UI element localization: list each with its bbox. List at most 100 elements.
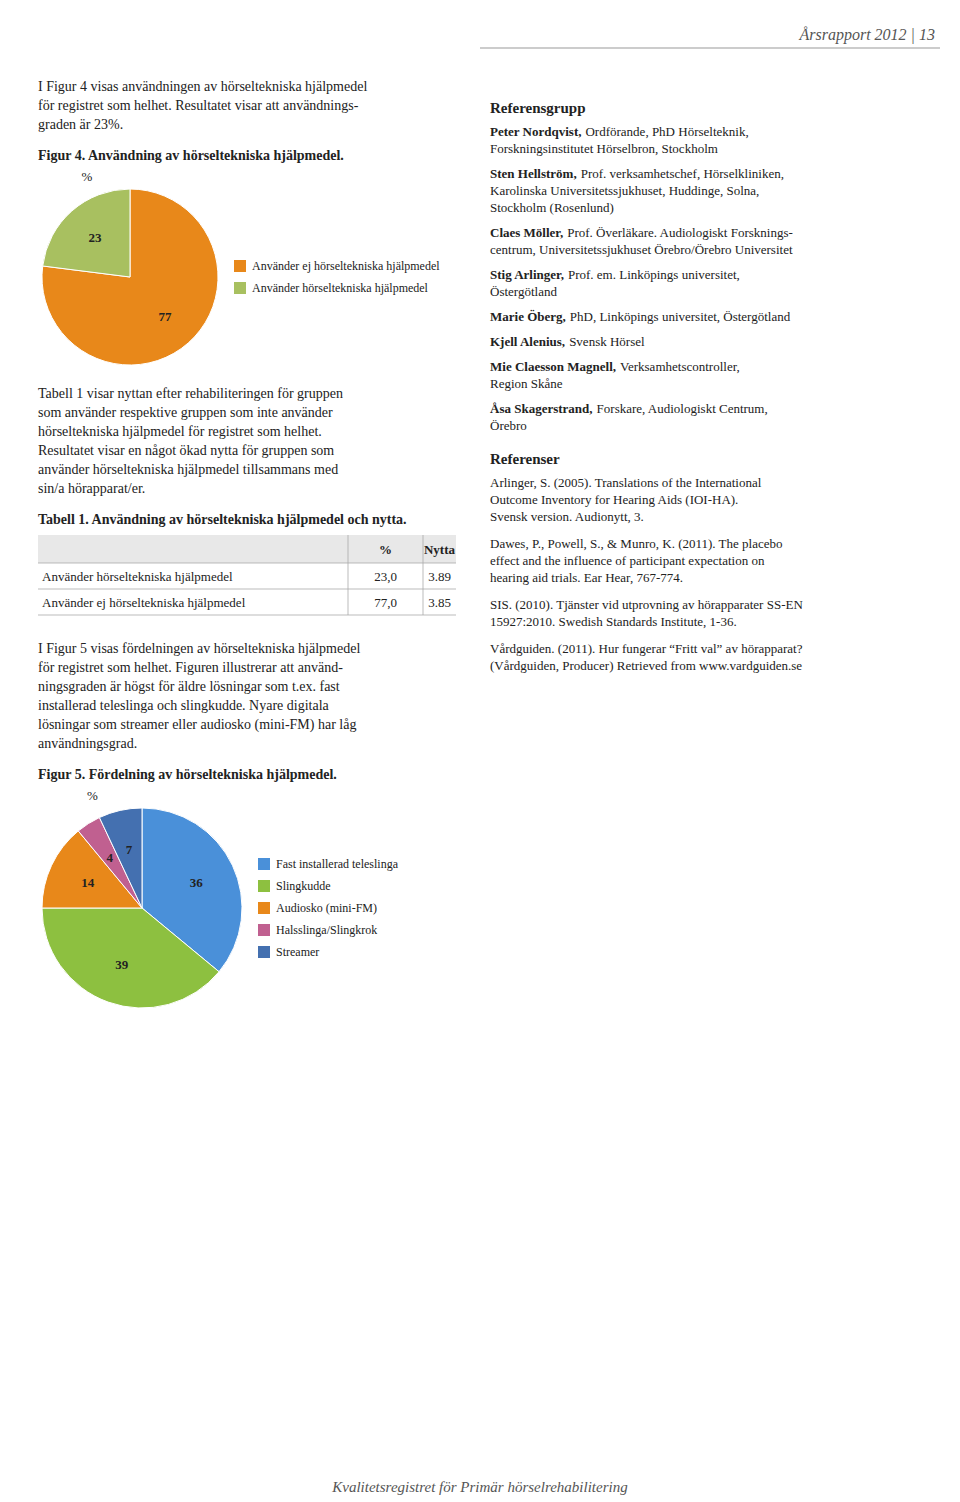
- data-label: 14: [81, 875, 95, 890]
- pie-slice: [43, 189, 130, 277]
- person-role: Prof. verksamhetschef, Hörselkliniken,: [581, 166, 784, 181]
- reference-line: 15927:2010. Swedish Standards Institute,…: [490, 614, 737, 629]
- legend: Fast installerad teleslinga Slingkudde Aud…: [258, 857, 399, 959]
- paragraph-line: för registret som helhet. Figuren illust…: [38, 660, 343, 675]
- paragraph-line: Tabell 1 visar nyttan efter rehabiliteri…: [38, 386, 343, 401]
- legend-label: Fast installerad teleslinga: [276, 857, 399, 871]
- data-label: 39: [115, 957, 129, 972]
- data-label: 7: [126, 842, 133, 857]
- data-label: 23: [89, 230, 103, 245]
- pie-slices: [42, 189, 218, 365]
- legend-label: Streamer: [276, 945, 319, 959]
- chart-title: Figur 4. Användning av hörseltekniska hj…: [38, 148, 344, 163]
- data-label: 4: [107, 850, 114, 865]
- table-title-line: Tabell 1. Användning av hörseltekniska h…: [38, 512, 407, 527]
- table-rule: [38, 589, 456, 590]
- paragraph-line: använder hörseltekniska hjälpmedel tills…: [38, 462, 338, 477]
- header: Årsrapport 2012 | 13: [798, 26, 935, 44]
- reference-line: hearing aid trials. Ear Hear, 767-774.: [490, 570, 683, 585]
- chart-title-line: Figur 4. Användning av hörseltekniska hj…: [38, 148, 344, 163]
- table-cell: 3.89: [428, 569, 451, 584]
- person-name: Kjell Alenius,: [490, 334, 565, 349]
- person-role: Verksamhetscontroller,: [620, 359, 740, 374]
- reference-line: Svensk version. Audionytt, 3.: [490, 509, 644, 524]
- legend-label: Använder ej hörseltekniska hjälpmedel: [252, 259, 440, 273]
- person-name: Åsa Skagerstrand,: [490, 401, 593, 416]
- pie-slice: [42, 189, 218, 365]
- header-rule: [480, 48, 940, 49]
- legend-swatch: [234, 260, 246, 272]
- section-title: Referensgrupp: [490, 100, 586, 116]
- reference-line: Dawes, P., Powell, S., & Munro, K. (2011…: [490, 536, 782, 551]
- table-cell: 3.85: [428, 595, 451, 610]
- paragraph-line: I Figur 4 visas användningen av hörselte…: [38, 79, 367, 94]
- reference-line: Vårdguiden. (2011). Hur fungerar “Fritt …: [490, 641, 803, 656]
- person-role: Forskningsinstitutet Hörselbron, Stockho…: [490, 141, 718, 156]
- chart-subtitle: %: [82, 169, 93, 184]
- legend-label: Använder hörseltekniska hjälpmedel: [252, 281, 429, 295]
- table-cell: 23,0: [374, 569, 397, 584]
- pie-chart: Figur 4. Användning av hörseltekniska hj…: [38, 148, 440, 365]
- table-title: Tabell 1. Användning av hörseltekniska h…: [38, 512, 407, 527]
- paragraph-line: I Figur 5 visas fördelningen av hörselte…: [38, 641, 360, 656]
- data-label: 77: [158, 309, 172, 324]
- legend-swatch: [258, 858, 270, 870]
- chart-title: Figur 5. Fördelning av hörseltekniska hj…: [38, 767, 337, 782]
- paragraph-line: sin/a hörapparat/er.: [38, 481, 145, 496]
- person-role: centrum, Universitetssjukhuset Örebro/Ör…: [490, 242, 793, 257]
- legend-swatch: [258, 924, 270, 936]
- person-role: Prof. Överläkare. Audiologiskt Forskning…: [567, 225, 793, 240]
- pie-slices: [42, 808, 242, 1008]
- pie-slice: [99, 808, 142, 908]
- person-role: Svensk Hörsel: [569, 334, 645, 349]
- person-name: Stig Arlinger,: [490, 267, 564, 282]
- person-role: Östergötland: [490, 284, 557, 299]
- paragraph-line: för registret som helhet. Resultatet vis…: [38, 98, 359, 113]
- reference-line: Arlinger, S. (2005). Translations of the…: [490, 475, 762, 490]
- table-column-rule: [423, 535, 424, 615]
- reference-line: SIS. (2010). Tjänster vid utprovning av …: [490, 597, 803, 612]
- table-cell: 77,0: [374, 595, 397, 610]
- person-role: Örebro: [490, 418, 527, 433]
- person-role: Prof. em. Linköpings universitet,: [568, 267, 740, 282]
- person-name: Sten Hellström,: [490, 166, 577, 181]
- paragraph-line: graden är 23%.: [38, 117, 123, 132]
- legend-label: Slingkudde: [276, 879, 331, 893]
- paragraph-line: lösningar som streamer eller audiosko (m…: [38, 717, 356, 733]
- reference-line: Outcome Inventory for Hearing Aids (IOI-…: [490, 492, 738, 507]
- legend-swatch: [258, 946, 270, 958]
- data-label: 36: [190, 875, 204, 890]
- chart-title-line: Figur 5. Fördelning av hörseltekniska hj…: [38, 767, 337, 782]
- pie-slice: [42, 908, 219, 1008]
- legend-label: Halsslinga/Slingkrok: [276, 923, 377, 937]
- legend-swatch: [258, 902, 270, 914]
- legend-swatch: [258, 880, 270, 892]
- table-rule: [38, 615, 456, 616]
- paragraph-line: hörseltekniska hjälpmedel för registret …: [38, 424, 322, 439]
- reference-line: effect and the influence of participant …: [490, 553, 765, 568]
- table-header-bg: [38, 535, 456, 563]
- table-rule: [38, 563, 456, 564]
- pie-labels: 77 23: [89, 230, 172, 324]
- paragraph-line: Resultatet visar en något ökad nytta för…: [38, 443, 334, 458]
- legend-label: Audiosko (mini-FM): [276, 901, 377, 915]
- person-name: Claes Möller,: [490, 225, 563, 240]
- person-name: Peter Nordqvist,: [490, 124, 581, 139]
- person-role: Forskare, Audiologiskt Centrum,: [597, 401, 768, 416]
- person-role: Karolinska Universitetssjukhuset, Huddin…: [490, 183, 759, 198]
- person-role: Region Skåne: [490, 376, 563, 391]
- page: Årsrapport 2012 | 13 I Figur 4 visas anvä…: [0, 0, 960, 1502]
- footer: Kvalitetsregistret för Primär hörselreha…: [331, 1479, 628, 1495]
- person-name: Marie Öberg,: [490, 309, 566, 324]
- person-role: Ordförande, PhD Hörselteknik,: [585, 124, 748, 139]
- person-role: PhD, Linköpings universitet, Östergötlan…: [570, 309, 791, 324]
- person-name: Mie Claesson Magnell,: [490, 359, 616, 374]
- paragraph-line: ningsgraden är högst för äldre lösningar…: [38, 679, 340, 694]
- table: Tabell 1. Användning av hörseltekniska h…: [38, 512, 456, 615]
- chart-subtitle: %: [87, 788, 98, 803]
- legend-swatch: [234, 282, 246, 294]
- paragraph-line: användningsgrad.: [38, 736, 137, 751]
- table-cell: Använder hörseltekniska hjälpmedel: [42, 569, 233, 584]
- person-role: Stockholm (Rosenlund): [490, 200, 614, 215]
- reference-line: (Vårdguiden, Producer) Retrieved from ww…: [490, 658, 802, 673]
